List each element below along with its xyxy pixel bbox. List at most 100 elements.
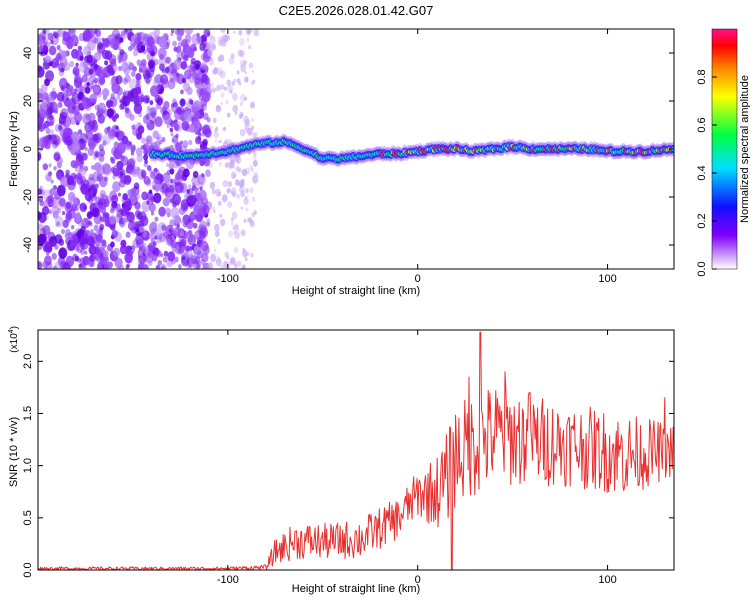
chart-title: C2E5.2026.028.01.42.G07: [279, 3, 434, 18]
spectrogram-noise-cell: [69, 195, 78, 207]
spectrogram-noise-cell: [100, 109, 105, 115]
spectrogram-noise-cell: [166, 187, 170, 192]
spectrogram-noise-cell: [134, 40, 138, 45]
spectrogram-noise-cell: [130, 70, 136, 77]
spectrogram-noise-cell: [213, 209, 216, 213]
spectrogram-noise-cell: [191, 116, 201, 128]
spectrogram-noise-cell: [56, 162, 62, 169]
snr-xlabel: Height of straight line (km): [292, 583, 420, 595]
spectrogram-noise-cell: [89, 190, 94, 196]
spectrogram-noise-cell: [76, 172, 82, 180]
spectrogram-noise-cell: [54, 135, 62, 145]
spectrogram-noise-cell: [188, 139, 193, 146]
spectrogram-noise-cell: [191, 106, 199, 117]
spectrogram-noise-cell: [89, 34, 97, 44]
spectrogram-noise-cell: [165, 162, 170, 168]
spectrogram-noise-cell: [52, 141, 58, 149]
spectrogram-noise-cell: [208, 58, 214, 66]
spectrogram-noise-cell: [99, 148, 106, 157]
spectrogram-noise-cell: [89, 121, 99, 133]
spectrogram-noise-cell: [170, 206, 180, 219]
spectrogram-noise-cell: [130, 187, 137, 196]
spectrogram-noise-cell: [83, 229, 91, 240]
spectrogram-noise-cell: [189, 194, 197, 205]
spectrogram-noise-cell: [80, 166, 85, 172]
spectrogram-noise-cell: [126, 163, 134, 174]
spectrogram-noise-cell: [104, 108, 110, 116]
spectrogram-noise-cell: [100, 193, 105, 200]
spectrogram-noise-cell: [124, 74, 131, 83]
spectrogram-noise-cell: [58, 247, 68, 259]
spectrogram-noise-cell: [201, 74, 208, 82]
spectrogram-noise-cell: [209, 35, 216, 44]
spectrogram-noise-cell: [114, 257, 123, 269]
spectrogram-noise-cell: [102, 49, 110, 60]
spectrogram-noise-cell: [236, 70, 240, 75]
spectrogram-noise-cell: [218, 238, 221, 242]
spectrogram-noise-cell: [119, 170, 124, 176]
spectrogram-noise-cell: [145, 112, 152, 121]
spectrogram-noise-cell: [158, 206, 167, 217]
spectrogram-noise-cell: [249, 165, 253, 171]
spectrogram-noise-cell: [244, 96, 248, 101]
spectrogram-noise-cell: [163, 250, 169, 257]
spectrogram-noise-cell: [224, 162, 229, 169]
spectrogram-noise-cell: [38, 42, 42, 49]
spectrogram-noise-cell: [181, 38, 189, 48]
spectrogram-noise-cell: [206, 117, 211, 123]
spectrogram-xlabel: Height of straight line (km): [292, 285, 420, 297]
spectrogram-noise-cell: [50, 39, 54, 45]
spectrogram-noise-cell: [50, 129, 54, 135]
snr-ytick-label: 0.5: [22, 510, 34, 525]
spectrogram-noise-cell: [57, 29, 64, 37]
spectrogram-noise-cell: [173, 73, 181, 83]
spectrogram-noise-cell: [119, 244, 128, 255]
spectrogram-noise-cell: [244, 119, 251, 127]
spectrogram-noise-cell: [234, 173, 237, 178]
spectrogram-noise-cell: [145, 97, 150, 103]
spectrogram-noise-cell: [156, 232, 163, 240]
spectrogram-noise-cell: [65, 228, 71, 236]
spectrogram-noise-cell: [86, 177, 96, 189]
spectrogram-noise-cell: [225, 99, 229, 105]
spectrogram-noise-cell: [179, 98, 186, 107]
spectrogram-noise-cell: [161, 189, 166, 196]
snr-ytick-label: 2.0: [22, 354, 34, 369]
snr-ytick-label: 1.0: [22, 458, 34, 473]
spectrogram-noise-cell: [223, 126, 227, 131]
spectrogram-noise-cell: [74, 112, 83, 123]
spectrogram-noise-cell: [178, 236, 187, 247]
spectrogram-noise-cell: [148, 202, 156, 213]
spectrogram-noise-cell: [135, 79, 140, 85]
spectrogram-noise-cell: [87, 120, 96, 130]
spectrogram-noise-cell: [196, 79, 200, 84]
spectrogram-noise-cell: [194, 110, 200, 119]
spectrogram-noise-cell: [139, 62, 147, 73]
spectrogram-noise-cell: [231, 80, 235, 86]
spectrogram-noise-cell: [126, 109, 131, 117]
snr-series-line: [38, 331, 674, 570]
spectrogram-noise-cell: [184, 217, 190, 225]
spectrogram-noise-cell: [165, 207, 171, 215]
spectrogram-noise-cell: [249, 187, 254, 194]
spectrogram-noise-cell: [113, 164, 118, 171]
snr-ticks: -100 0 100 0.0 0.5 1.0 1.5 2.0: [22, 330, 674, 586]
spectrogram-noise-cell: [174, 182, 183, 193]
spectrogram-noise-cell: [82, 60, 89, 69]
spectrogram-noise-cell: [173, 181, 178, 187]
spectrogram-noise-cell: [222, 179, 228, 188]
spectrogram-noise-cell: [196, 88, 200, 94]
spectrogram-noise-cell: [87, 112, 96, 123]
spectrogram-noise-cell: [148, 233, 153, 240]
spectrogram-noise-cell: [160, 263, 167, 269]
spectrogram-noise-cell: [173, 58, 182, 70]
spectrogram-noise-cell: [167, 251, 176, 262]
spectrogram-noise-cell: [229, 89, 233, 94]
spectrogram-noise-cell: [103, 198, 110, 208]
spectrogram-noise-cell: [39, 98, 43, 103]
spectrogram-noise-cell: [97, 102, 107, 115]
spectrogram-noise-cell: [74, 214, 81, 223]
spectrogram-noise-cell: [247, 218, 250, 222]
spectrogram-noise-cell: [169, 168, 175, 175]
spectrogram-noise-cell: [62, 31, 71, 42]
